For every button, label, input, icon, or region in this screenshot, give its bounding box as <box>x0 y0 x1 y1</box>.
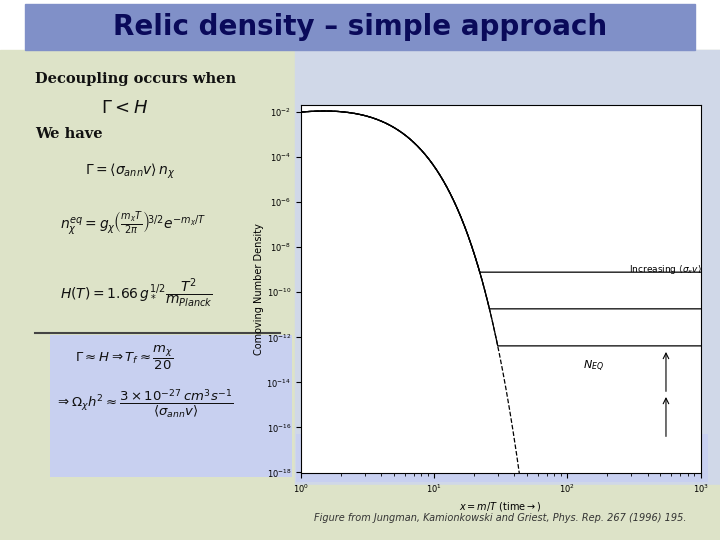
Text: We have: We have <box>35 127 103 141</box>
FancyBboxPatch shape <box>50 335 292 477</box>
Bar <box>25 4 695 50</box>
Text: Figure from Jungman, Kamionkowski and Griest, Phys. Rep. 267 (1996) 195.: Figure from Jungman, Kamionkowski and Gr… <box>314 513 686 523</box>
FancyBboxPatch shape <box>296 434 708 482</box>
Text: $\Rightarrow \Omega_\chi h^2 \approx \dfrac{3 \times 10^{-27}\, cm^3 s^{-1}}{\la: $\Rightarrow \Omega_\chi h^2 \approx \df… <box>55 387 233 420</box>
X-axis label: $x=m/T\ \mathrm{(time} \rightarrow\mathrm{)}$: $x=m/T\ \mathrm{(time} \rightarrow\mathr… <box>459 500 542 513</box>
Text: Decoupling occurs when: Decoupling occurs when <box>35 72 236 86</box>
Text: $N_{EQ}$: $N_{EQ}$ <box>582 359 603 374</box>
Y-axis label: Comoving Number Density: Comoving Number Density <box>253 223 264 355</box>
Bar <box>0 485 720 540</box>
Text: $n_\chi^{eq} = g_\chi \left(\frac{m_\chi T}{2\pi}\right)^{\!3/2} e^{-m_\chi/T}$: $n_\chi^{eq} = g_\chi \left(\frac{m_\chi… <box>60 210 207 238</box>
Text: $\Gamma = \langle \sigma_{ann} v \rangle \, n_\chi$: $\Gamma = \langle \sigma_{ann} v \rangle… <box>85 162 176 181</box>
Text: $\langle \sigma_{ann} v \rangle \approx \langle \sigma_{ann} v \rangle_{WIMP} \R: $\langle \sigma_{ann} v \rangle \approx … <box>401 449 603 467</box>
Text: $H(T) = 1.66\, g_*^{1/2} \dfrac{T^2}{m_{Planck}}$: $H(T) = 1.66\, g_*^{1/2} \dfrac{T^2}{m_{… <box>60 277 212 310</box>
Text: Relic density – simple approach: Relic density – simple approach <box>113 13 607 41</box>
Text: $\Gamma < H$: $\Gamma < H$ <box>102 99 148 117</box>
Text: $\Gamma \approx H \Rightarrow T_f \approx \dfrac{m_\chi}{20}$: $\Gamma \approx H \Rightarrow T_f \appro… <box>75 344 174 372</box>
Text: Increasing $\langle \sigma_x v \rangle$: Increasing $\langle \sigma_x v \rangle$ <box>629 263 702 276</box>
Bar <box>295 50 720 485</box>
